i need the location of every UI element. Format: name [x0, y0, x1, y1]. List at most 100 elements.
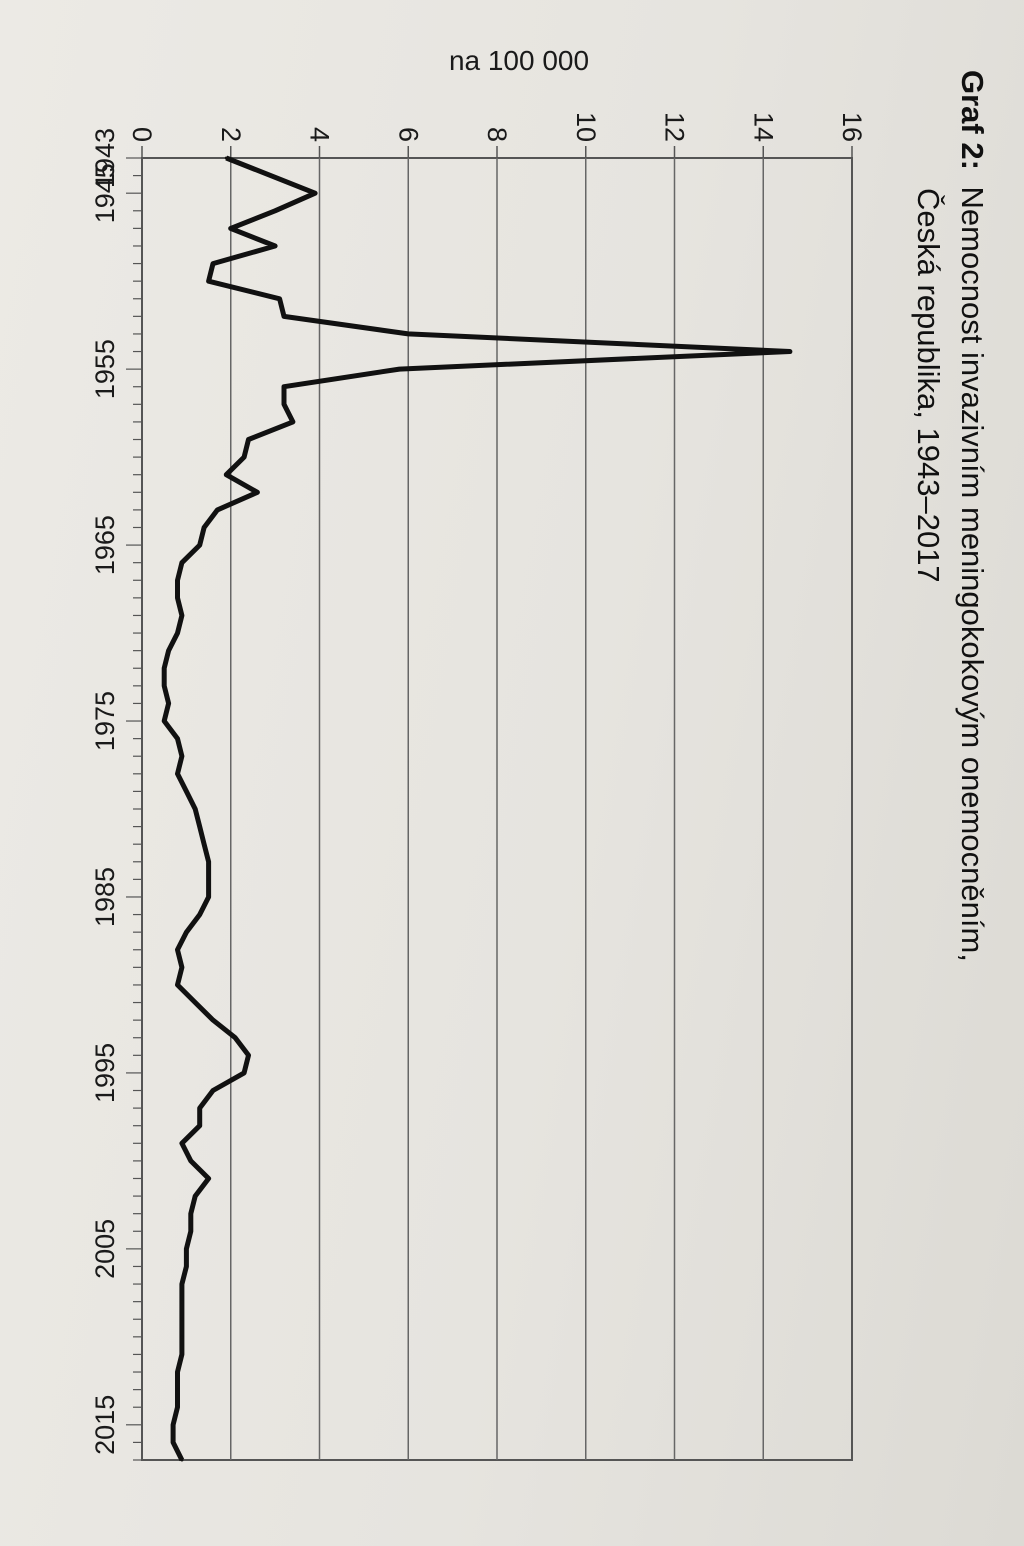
- title-main: Nemocnost invazivním meningokokovým onem…: [955, 187, 990, 962]
- data-point: [167, 701, 171, 705]
- data-point: [162, 719, 166, 723]
- data-point: [180, 754, 184, 758]
- gridlines: [230, 158, 764, 1460]
- data-point: [171, 1440, 175, 1444]
- data-point: [189, 1212, 193, 1216]
- data-point: [406, 332, 410, 336]
- data-point: [278, 297, 282, 301]
- data-point: [242, 1071, 246, 1075]
- data-point: [180, 561, 184, 565]
- data-point: [282, 402, 286, 406]
- x-tick-label: 2005: [90, 1219, 120, 1279]
- data-point: [162, 684, 166, 688]
- y-tick-label: 6: [393, 127, 423, 142]
- data-point: [180, 1335, 184, 1339]
- data-point: [176, 1370, 179, 1374]
- chart-title-text: Graf 2: Nemocnost invazivním meningokoko…: [955, 70, 990, 962]
- data-point: [184, 1264, 188, 1268]
- data-point: [189, 1159, 193, 1163]
- data-point: [211, 1018, 215, 1022]
- data-point: [397, 367, 401, 371]
- data-point: [180, 1352, 184, 1356]
- data-point: [273, 244, 277, 248]
- data-point: [193, 1001, 197, 1005]
- data-point: [242, 455, 246, 459]
- data-point: [176, 1405, 179, 1409]
- y-tick-label: 2: [216, 127, 246, 142]
- y-tick-label: 12: [660, 112, 690, 142]
- data-point: [202, 525, 206, 529]
- data-point: [269, 174, 273, 178]
- chart-title: Graf 2: Nemocnost invazivním meningokoko…: [911, 70, 990, 962]
- x-tick-label: 1965: [90, 515, 120, 575]
- data-point: [233, 1036, 237, 1040]
- data-point: [180, 1300, 184, 1304]
- data-point: [176, 737, 179, 741]
- series-layer: [161, 155, 793, 1462]
- data-point: [193, 1194, 197, 1198]
- data-point: [282, 385, 286, 389]
- y-axis-ticks: 0 2 4 6 8 10 12 14 16: [127, 112, 867, 158]
- data-point: [180, 613, 184, 617]
- data-point: [162, 666, 166, 670]
- data-point: [176, 948, 179, 952]
- data-point: [788, 350, 792, 354]
- y-tick-label: 10: [571, 112, 601, 142]
- data-point: [207, 1176, 211, 1180]
- data-point: [255, 490, 259, 494]
- y-tick-label: 8: [482, 127, 512, 142]
- data-point: [180, 1458, 184, 1462]
- x-tick-label: 1945: [90, 163, 120, 223]
- data-point: [198, 543, 202, 547]
- x-tick-label: 1985: [90, 867, 120, 927]
- data-point: [180, 1282, 184, 1286]
- data-point: [198, 1124, 202, 1128]
- chart-rotated-group: Graf 2: Nemocnost invazivním meningokoko…: [90, 45, 990, 1462]
- data-point: [224, 473, 228, 477]
- data-point: [273, 209, 277, 213]
- data-point: [224, 156, 228, 160]
- data-point: [184, 789, 188, 793]
- data-point: [184, 1247, 188, 1251]
- x-tick-label: 1975: [90, 691, 120, 751]
- data-point: [313, 191, 317, 195]
- data-point: [184, 930, 188, 934]
- y-tick-label: 14: [748, 112, 778, 142]
- y-axis-label: na 100 000: [449, 45, 589, 76]
- data-point: [180, 1317, 184, 1321]
- series-line-0: [161, 155, 793, 1462]
- data-point: [247, 438, 250, 442]
- data-point: [176, 578, 179, 582]
- x-tick-label: 2015: [90, 1395, 120, 1455]
- chart-subtitle: Česká republika, 1943–2017: [911, 188, 946, 583]
- data-point: [247, 1053, 250, 1057]
- data-point: [180, 965, 184, 969]
- data-point: [291, 420, 295, 424]
- data-point: [176, 596, 179, 600]
- data-point: [189, 1229, 193, 1233]
- data-point: [176, 631, 179, 635]
- x-tick-label: 1943: [90, 128, 120, 188]
- data-point: [167, 649, 171, 653]
- data-point: [207, 860, 211, 864]
- y-tick-label: 16: [837, 112, 867, 142]
- data-point: [198, 1106, 202, 1110]
- title-prefix: Graf 2:: [955, 70, 990, 170]
- data-point: [176, 983, 179, 987]
- data-point: [211, 262, 215, 266]
- data-point: [198, 825, 202, 829]
- data-point: [176, 1388, 179, 1392]
- x-tick-label: 1995: [90, 1043, 120, 1103]
- data-point: [215, 508, 219, 512]
- x-tick-label: 1955: [90, 339, 120, 399]
- y-tick-label: 0: [127, 127, 157, 142]
- data-point: [171, 1423, 175, 1427]
- data-point: [207, 279, 211, 283]
- data-point: [282, 314, 286, 318]
- data-point: [198, 913, 202, 917]
- data-point: [180, 1141, 184, 1145]
- data-point: [202, 842, 206, 846]
- data-point: [229, 226, 233, 230]
